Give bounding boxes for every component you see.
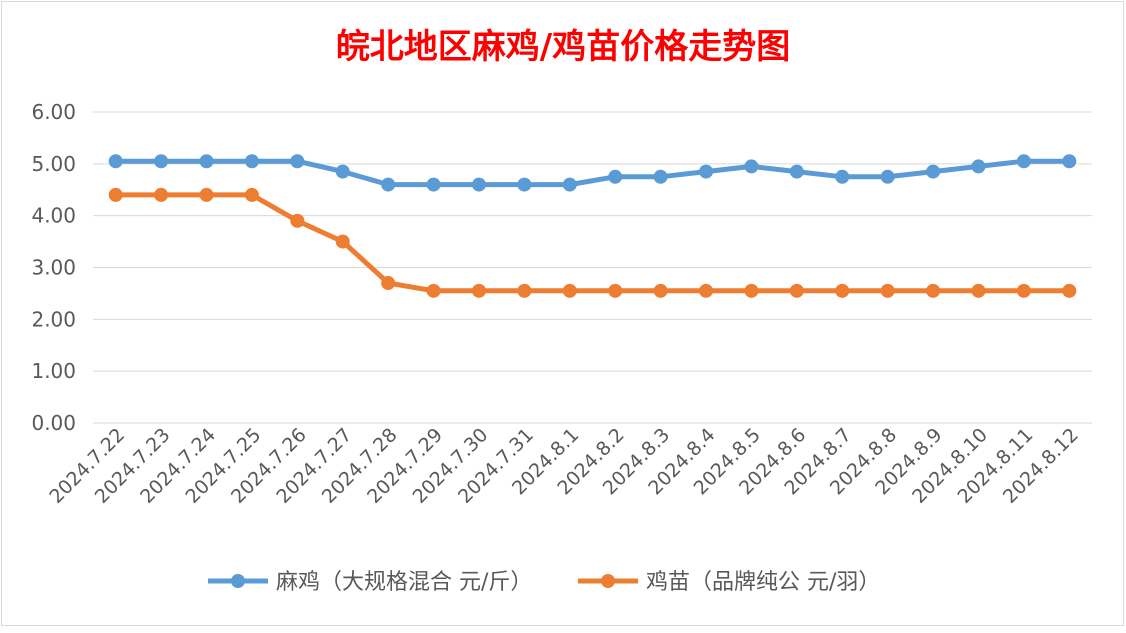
data-point xyxy=(426,177,441,192)
data-point xyxy=(290,213,305,228)
y-tick-label: 3.00 xyxy=(31,256,76,280)
data-point xyxy=(108,187,123,202)
data-point xyxy=(971,283,986,298)
y-tick-label: 6.00 xyxy=(31,100,76,124)
data-point xyxy=(926,283,941,298)
gridlines xyxy=(93,111,1092,424)
legend-item: 麻鸡（大规格混合 元/斤） xyxy=(208,570,532,595)
legend-marker xyxy=(601,574,615,588)
data-point xyxy=(244,187,259,202)
data-point xyxy=(835,169,850,184)
data-point xyxy=(653,283,668,298)
data-point xyxy=(653,169,668,184)
data-point xyxy=(381,177,396,192)
y-tick-label: 0.00 xyxy=(31,411,76,435)
data-point xyxy=(335,164,350,179)
data-point xyxy=(154,154,169,169)
data-point xyxy=(926,164,941,179)
data-point xyxy=(244,154,259,169)
data-point xyxy=(426,283,441,298)
series-2 xyxy=(108,187,1077,298)
data-point xyxy=(971,159,986,174)
data-point xyxy=(381,276,396,291)
data-point xyxy=(835,283,850,298)
data-point xyxy=(335,234,350,249)
y-tick-label: 4.00 xyxy=(31,204,76,228)
data-point xyxy=(562,177,577,192)
data-point xyxy=(789,164,804,179)
series-group xyxy=(108,154,1077,298)
legend-label: 鸡苗（品牌纯公 元/羽） xyxy=(646,570,880,595)
data-point xyxy=(608,169,623,184)
data-point xyxy=(880,169,895,184)
data-point xyxy=(471,177,486,192)
legend: 麻鸡（大规格混合 元/斤） 鸡苗（品牌纯公 元/羽） xyxy=(208,570,880,595)
y-tick-label: 1.00 xyxy=(31,359,76,383)
data-point xyxy=(562,283,577,298)
data-point xyxy=(1016,154,1031,169)
data-point xyxy=(517,177,532,192)
data-point xyxy=(1062,283,1077,298)
y-tick-label: 2.00 xyxy=(31,307,76,331)
data-point xyxy=(471,283,486,298)
y-axis: 0.00 1.00 2.00 3.00 4.00 5.00 6.00 xyxy=(31,100,76,435)
data-point xyxy=(199,154,214,169)
data-point xyxy=(1016,283,1031,298)
data-point xyxy=(108,154,123,169)
chart-title: 皖北地区麻鸡/鸡苗价格走势图 xyxy=(336,27,790,67)
y-tick-label: 5.00 xyxy=(31,152,76,176)
legend-label: 麻鸡（大规格混合 元/斤） xyxy=(276,570,532,595)
legend-marker xyxy=(231,574,245,588)
data-point xyxy=(199,187,214,202)
legend-item: 鸡苗（品牌纯公 元/羽） xyxy=(578,570,880,595)
data-point xyxy=(290,154,305,169)
data-point xyxy=(699,283,714,298)
series-line xyxy=(113,158,1072,188)
series-1 xyxy=(108,154,1077,192)
data-point xyxy=(1062,154,1077,169)
series-line xyxy=(113,192,1072,294)
data-point xyxy=(154,187,169,202)
data-point xyxy=(744,159,759,174)
data-point xyxy=(789,283,804,298)
data-point xyxy=(517,283,532,298)
data-point xyxy=(744,283,759,298)
data-point xyxy=(608,283,623,298)
data-point xyxy=(699,164,714,179)
data-point xyxy=(880,283,895,298)
